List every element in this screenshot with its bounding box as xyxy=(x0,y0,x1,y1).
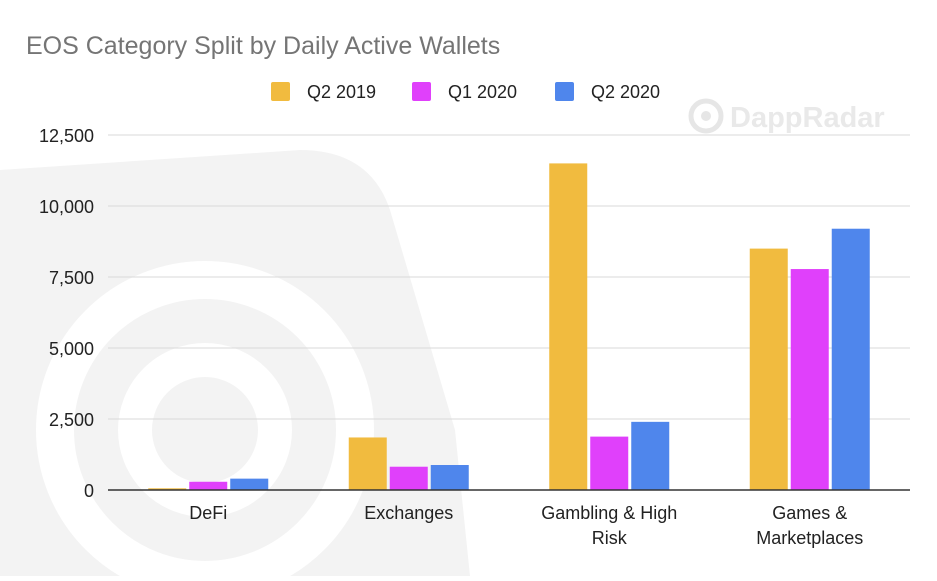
dappradar-logo-text: DappRadar xyxy=(730,102,885,134)
legend-label: Q2 2020 xyxy=(591,82,660,102)
bar xyxy=(631,421,670,490)
y-axis-ticks: 0 2,500 5,000 7,500 10,000 12,500 xyxy=(39,126,94,501)
bar xyxy=(430,465,469,490)
bar xyxy=(790,269,829,490)
legend-label: Q1 2020 xyxy=(448,82,517,102)
x-tick-label: Risk xyxy=(592,528,628,548)
x-axis-labels: DeFi Exchanges Gambling & High Risk Games & M… xyxy=(189,503,863,548)
bar xyxy=(831,228,870,490)
bar xyxy=(148,488,187,490)
x-tick-label: Marketplaces xyxy=(756,528,863,548)
legend-item: Q1 2020 xyxy=(412,82,517,102)
dappradar-logo-icon xyxy=(688,98,724,134)
legend-swatch xyxy=(555,82,574,101)
bars xyxy=(148,163,870,490)
x-tick-label: Exchanges xyxy=(364,503,453,523)
y-tick-label: 10,000 xyxy=(39,197,94,217)
legend-item: Q2 2019 xyxy=(271,82,376,102)
y-tick-label: 0 xyxy=(84,481,94,501)
legend-swatch xyxy=(412,82,431,101)
dappradar-logo-dot xyxy=(701,111,711,121)
bar xyxy=(230,478,269,490)
x-tick-label: Gambling & High xyxy=(541,503,677,523)
legend-label: Q2 2019 xyxy=(307,82,376,102)
x-tick-label: Games & xyxy=(772,503,847,523)
bar xyxy=(590,436,629,490)
y-tick-label: 7,500 xyxy=(49,268,94,288)
x-tick-label: DeFi xyxy=(189,503,227,523)
y-tick-label: 5,000 xyxy=(49,339,94,359)
legend-item: Q2 2020 xyxy=(555,82,660,102)
y-tick-label: 2,500 xyxy=(49,410,94,430)
bar xyxy=(549,163,588,490)
dappradar-watermark: DappRadar xyxy=(688,98,885,134)
bar xyxy=(348,437,387,490)
legend-swatch xyxy=(271,82,290,101)
y-tick-label: 12,500 xyxy=(39,126,94,146)
bar xyxy=(189,481,228,490)
bar xyxy=(389,466,428,490)
watermark-ring-inner xyxy=(118,343,292,517)
legend: Q2 2019 Q1 2020 Q2 2020 xyxy=(271,82,660,102)
bar xyxy=(749,248,788,490)
chart-title: EOS Category Split by Daily Active Walle… xyxy=(26,32,500,60)
